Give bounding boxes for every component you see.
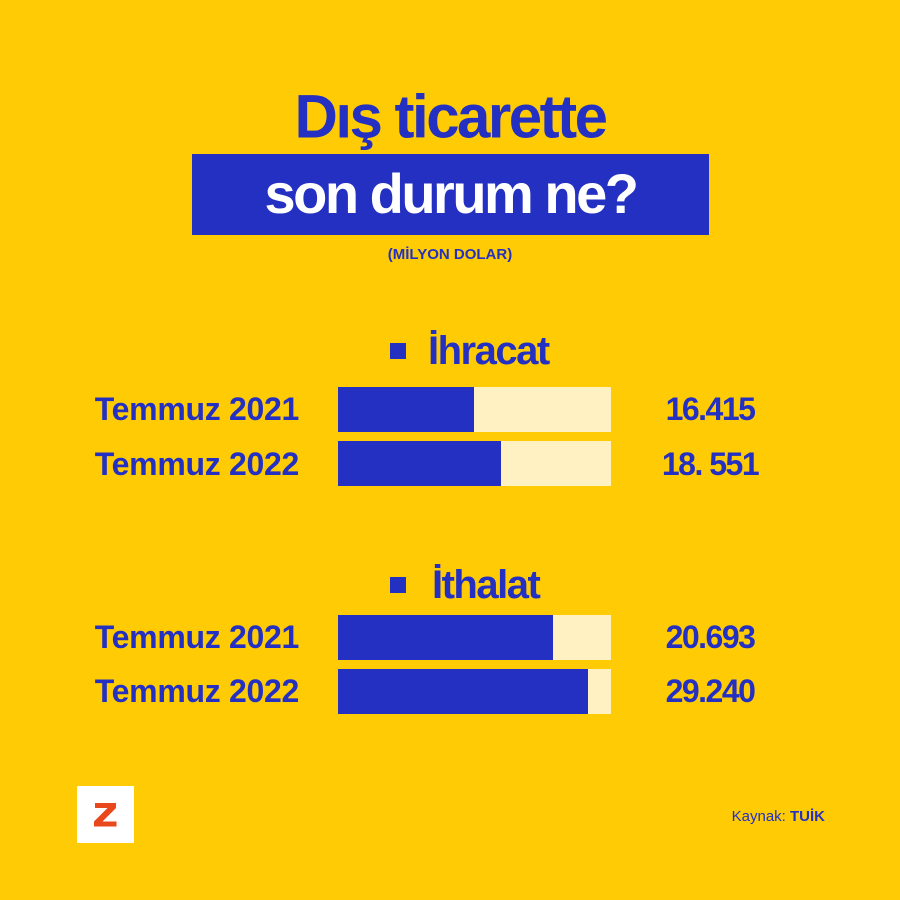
row-value: 29.240: [665, 673, 756, 709]
row-label: Temmuz 2021: [94, 391, 300, 427]
source-label: Kaynak:: [731, 808, 786, 825]
bar-fill: [338, 387, 474, 432]
bar-track: [338, 387, 611, 432]
bar-track: [338, 669, 611, 714]
legend-label-ithalat: İthalat: [432, 563, 541, 607]
title-line-2: son durum ne?: [264, 162, 639, 225]
bar-track: [338, 441, 611, 486]
legend-square-icon: [390, 343, 406, 359]
row-value: 18. 551: [661, 446, 760, 482]
bar-fill: [338, 615, 553, 660]
bar-fill: [338, 441, 501, 486]
title-highlight-box: [192, 154, 709, 235]
source-name: TUİK: [790, 808, 825, 825]
legend-square-icon: [390, 577, 406, 593]
brand-logo: [77, 786, 134, 843]
row-label: Temmuz 2022: [94, 446, 300, 482]
row-label: Temmuz 2021: [94, 619, 300, 655]
row-value: 20.693: [665, 619, 756, 655]
row-label: Temmuz 2022: [94, 673, 300, 709]
bar-fill: [338, 669, 588, 714]
unit-label: (MİLYON DOLAR): [387, 246, 513, 263]
source-credit: Kaynak: TUİK: [600, 807, 825, 827]
z-logo-icon: [94, 803, 117, 827]
legend-label-ihracat: İhracat: [428, 329, 550, 373]
title-line-1: Dış ticarette: [294, 82, 608, 151]
bar-track: [338, 615, 611, 660]
row-value: 16.415: [665, 391, 756, 427]
